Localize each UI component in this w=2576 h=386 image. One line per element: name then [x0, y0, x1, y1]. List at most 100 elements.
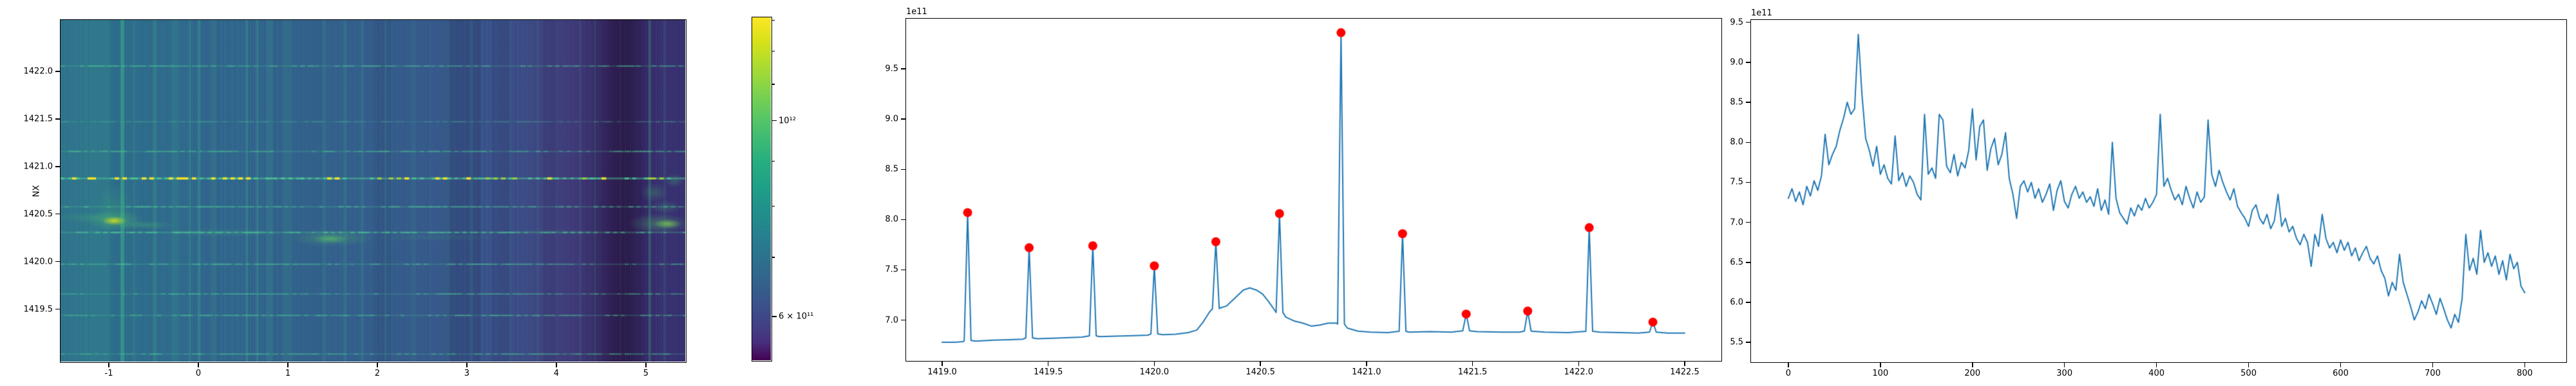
x-tick-mark [2248, 362, 2249, 367]
x-tick-label: 4 [553, 369, 560, 378]
y-tick-mark [55, 308, 60, 310]
y-tick-mark [900, 219, 905, 221]
x-tick-mark [2432, 362, 2434, 367]
colorbar-tick-label: 10¹² [779, 116, 796, 126]
heatmap-y-axis-label: NX [32, 185, 42, 198]
y-tick-label: 1419.5 [23, 304, 53, 315]
y-tick-label: 9.0 [1730, 57, 1743, 68]
spectrum-offset-exponent-label: 1e11 [906, 7, 927, 17]
x-tick-mark [2155, 362, 2157, 367]
y-tick-mark [1745, 181, 1750, 183]
colorbar-minor-tick-mark [772, 19, 775, 21]
x-tick-mark [1684, 361, 1685, 366]
y-tick-mark [900, 269, 905, 271]
y-tick-mark [55, 166, 60, 167]
y-tick-mark [1745, 102, 1750, 103]
y-tick-label: 8.5 [1730, 97, 1743, 107]
colorbar-minor-tick-mark [772, 205, 775, 207]
y-tick-mark [1745, 221, 1750, 223]
y-tick-label: 6.0 [1730, 297, 1743, 308]
x-tick-mark [1972, 362, 1973, 367]
y-tick-mark [900, 319, 905, 321]
x-tick-label: 2 [374, 369, 381, 378]
y-tick-label: 8.5 [885, 164, 898, 174]
y-tick-mark [55, 213, 60, 215]
y-tick-mark [1745, 21, 1750, 23]
y-tick-label: 7.0 [1730, 217, 1743, 228]
x-tick-label: 1419.5 [1033, 367, 1063, 377]
x-tick-mark [198, 362, 199, 367]
x-tick-label: 0 [1785, 369, 1792, 378]
x-tick-mark [556, 362, 557, 367]
x-tick-label: 700 [2425, 369, 2441, 378]
x-tick-mark [1472, 361, 1473, 366]
x-tick-mark [2063, 362, 2065, 367]
y-tick-label: 1421.0 [23, 161, 53, 172]
x-tick-mark [108, 362, 109, 367]
y-tick-label: 7.0 [885, 315, 898, 326]
x-tick-mark [1153, 361, 1155, 366]
spectrum-line-plot [906, 19, 1721, 360]
x-tick-label: 0 [195, 369, 202, 378]
y-tick-label: 9.5 [1730, 17, 1743, 28]
colorbar-tick-label: 6 × 10¹¹ [779, 311, 814, 322]
colorbar-tick-mark [772, 120, 777, 122]
x-tick-label: 1422.0 [1564, 367, 1594, 377]
y-tick-mark [1745, 262, 1750, 263]
x-tick-mark [942, 361, 943, 366]
x-tick-label: 1422.5 [1670, 367, 1700, 377]
x-tick-label: 200 [1964, 369, 1981, 378]
x-tick-mark [2340, 362, 2342, 367]
y-tick-label: 7.5 [885, 264, 898, 275]
y-tick-label: 1421.5 [23, 114, 53, 124]
y-tick-mark [55, 261, 60, 262]
y-tick-mark [1745, 62, 1750, 63]
x-tick-label: 1420.0 [1139, 367, 1170, 377]
x-tick-mark [1578, 361, 1580, 366]
x-tick-label: 800 [2516, 369, 2533, 378]
y-tick-label: 7.5 [1730, 177, 1743, 187]
x-tick-label: 5 [643, 369, 649, 378]
x-tick-mark [645, 362, 647, 367]
x-tick-mark [287, 362, 289, 367]
y-tick-label: 1420.0 [23, 257, 53, 267]
x-tick-label: 3 [464, 369, 470, 378]
y-tick-mark [55, 118, 60, 120]
x-tick-mark [1788, 362, 1789, 367]
y-tick-mark [1745, 302, 1750, 303]
y-tick-label: 5.5 [1730, 337, 1743, 347]
x-tick-label: 500 [2240, 369, 2257, 378]
y-tick-label: 1420.5 [23, 209, 53, 219]
y-tick-label: 8.0 [1730, 137, 1743, 147]
y-tick-mark [1745, 142, 1750, 143]
x-tick-mark [1366, 361, 1367, 366]
y-tick-mark [900, 118, 905, 120]
x-tick-mark [466, 362, 468, 367]
x-tick-label: 300 [2056, 369, 2073, 378]
y-tick-mark [1745, 342, 1750, 343]
colorbar-tick-mark [772, 316, 777, 317]
y-tick-label: 9.0 [885, 114, 898, 124]
y-tick-label: 9.5 [885, 64, 898, 74]
x-tick-mark [2524, 362, 2526, 367]
x-tick-label: 1421.5 [1457, 367, 1488, 377]
y-tick-mark [900, 169, 905, 170]
x-tick-label: 400 [2148, 369, 2165, 378]
y-tick-label: 8.0 [885, 214, 898, 225]
waterfall-heatmap-image [61, 20, 685, 362]
timeseries-offset-exponent-label: 1e11 [1751, 8, 1772, 18]
x-tick-label: 1419.0 [927, 367, 957, 377]
x-tick-label: 1420.5 [1245, 367, 1275, 377]
y-tick-mark [900, 68, 905, 69]
x-tick-label: 100 [1872, 369, 1889, 378]
timeseries-line-plot [1751, 20, 2566, 362]
y-tick-mark [55, 71, 60, 72]
x-tick-label: 1421.0 [1352, 367, 1381, 377]
x-tick-label: 1 [285, 369, 291, 378]
colorbar-gradient [752, 17, 771, 360]
x-tick-mark [1260, 361, 1261, 366]
x-tick-mark [1880, 362, 1881, 367]
x-tick-label: 600 [2333, 369, 2349, 378]
x-tick-mark [377, 362, 378, 367]
